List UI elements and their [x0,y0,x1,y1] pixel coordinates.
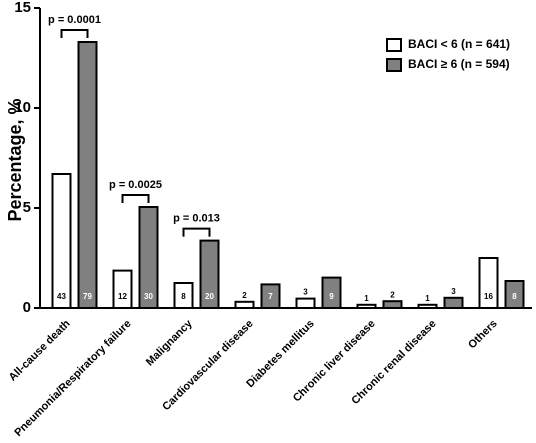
count-label: 8 [512,292,517,301]
bar [478,257,499,309]
annotation: p = 0.0025 [109,179,162,191]
y-tick-label: 15 [14,0,31,16]
count-label: 3 [451,287,456,296]
y-axis-label: Percentage, % [5,98,25,221]
significance-bracket [182,227,211,237]
x-tick-label: Malignancy [144,317,195,368]
bar [504,280,525,309]
count-label: 1 [364,294,369,303]
x-tick-label: Others [466,318,500,352]
bar [382,300,403,310]
count-label: 2 [242,291,247,300]
annotation: p = 0.013 [173,213,220,225]
count-label: 9 [329,292,334,301]
bar [112,269,133,310]
bar [138,206,159,309]
bar [173,282,194,309]
x-tick-label: Diabetes mellitus [244,318,316,390]
significance-bracket [121,194,150,203]
bar [51,173,72,309]
count-label: 43 [57,292,66,301]
count-label: 79 [83,292,92,301]
bar [260,283,281,309]
legend-label: BACI < 6 (n = 641) [408,37,510,51]
y-tick-label: 0 [23,299,31,316]
legend-swatch [386,58,402,72]
y-tick-label: 5 [23,199,31,216]
count-label: 1 [425,294,430,303]
legend-label: BACI ≥ 6 (n = 594) [408,57,510,71]
x-tick-label: Pneumonia/Respiratory failure [12,318,133,439]
y-tick-label: 10 [14,99,31,116]
count-label: 30 [144,292,153,301]
bar [77,41,98,309]
bar [321,276,342,310]
count-label: 20 [205,292,214,301]
x-tick-label: All-cause death [7,317,73,383]
count-label: 7 [268,292,273,301]
legend-swatch [386,38,402,52]
bar [234,300,255,309]
count-label: 2 [390,290,395,299]
count-label: 12 [118,292,127,301]
count-label: 3 [303,288,308,297]
bar [356,303,377,309]
bar [417,303,438,309]
annotation: p = 0.0001 [48,14,101,26]
bar [199,239,220,310]
significance-bracket [60,29,89,38]
count-label: 16 [484,292,493,301]
bar [295,297,316,310]
count-label: 8 [181,292,186,301]
bar [443,296,464,309]
